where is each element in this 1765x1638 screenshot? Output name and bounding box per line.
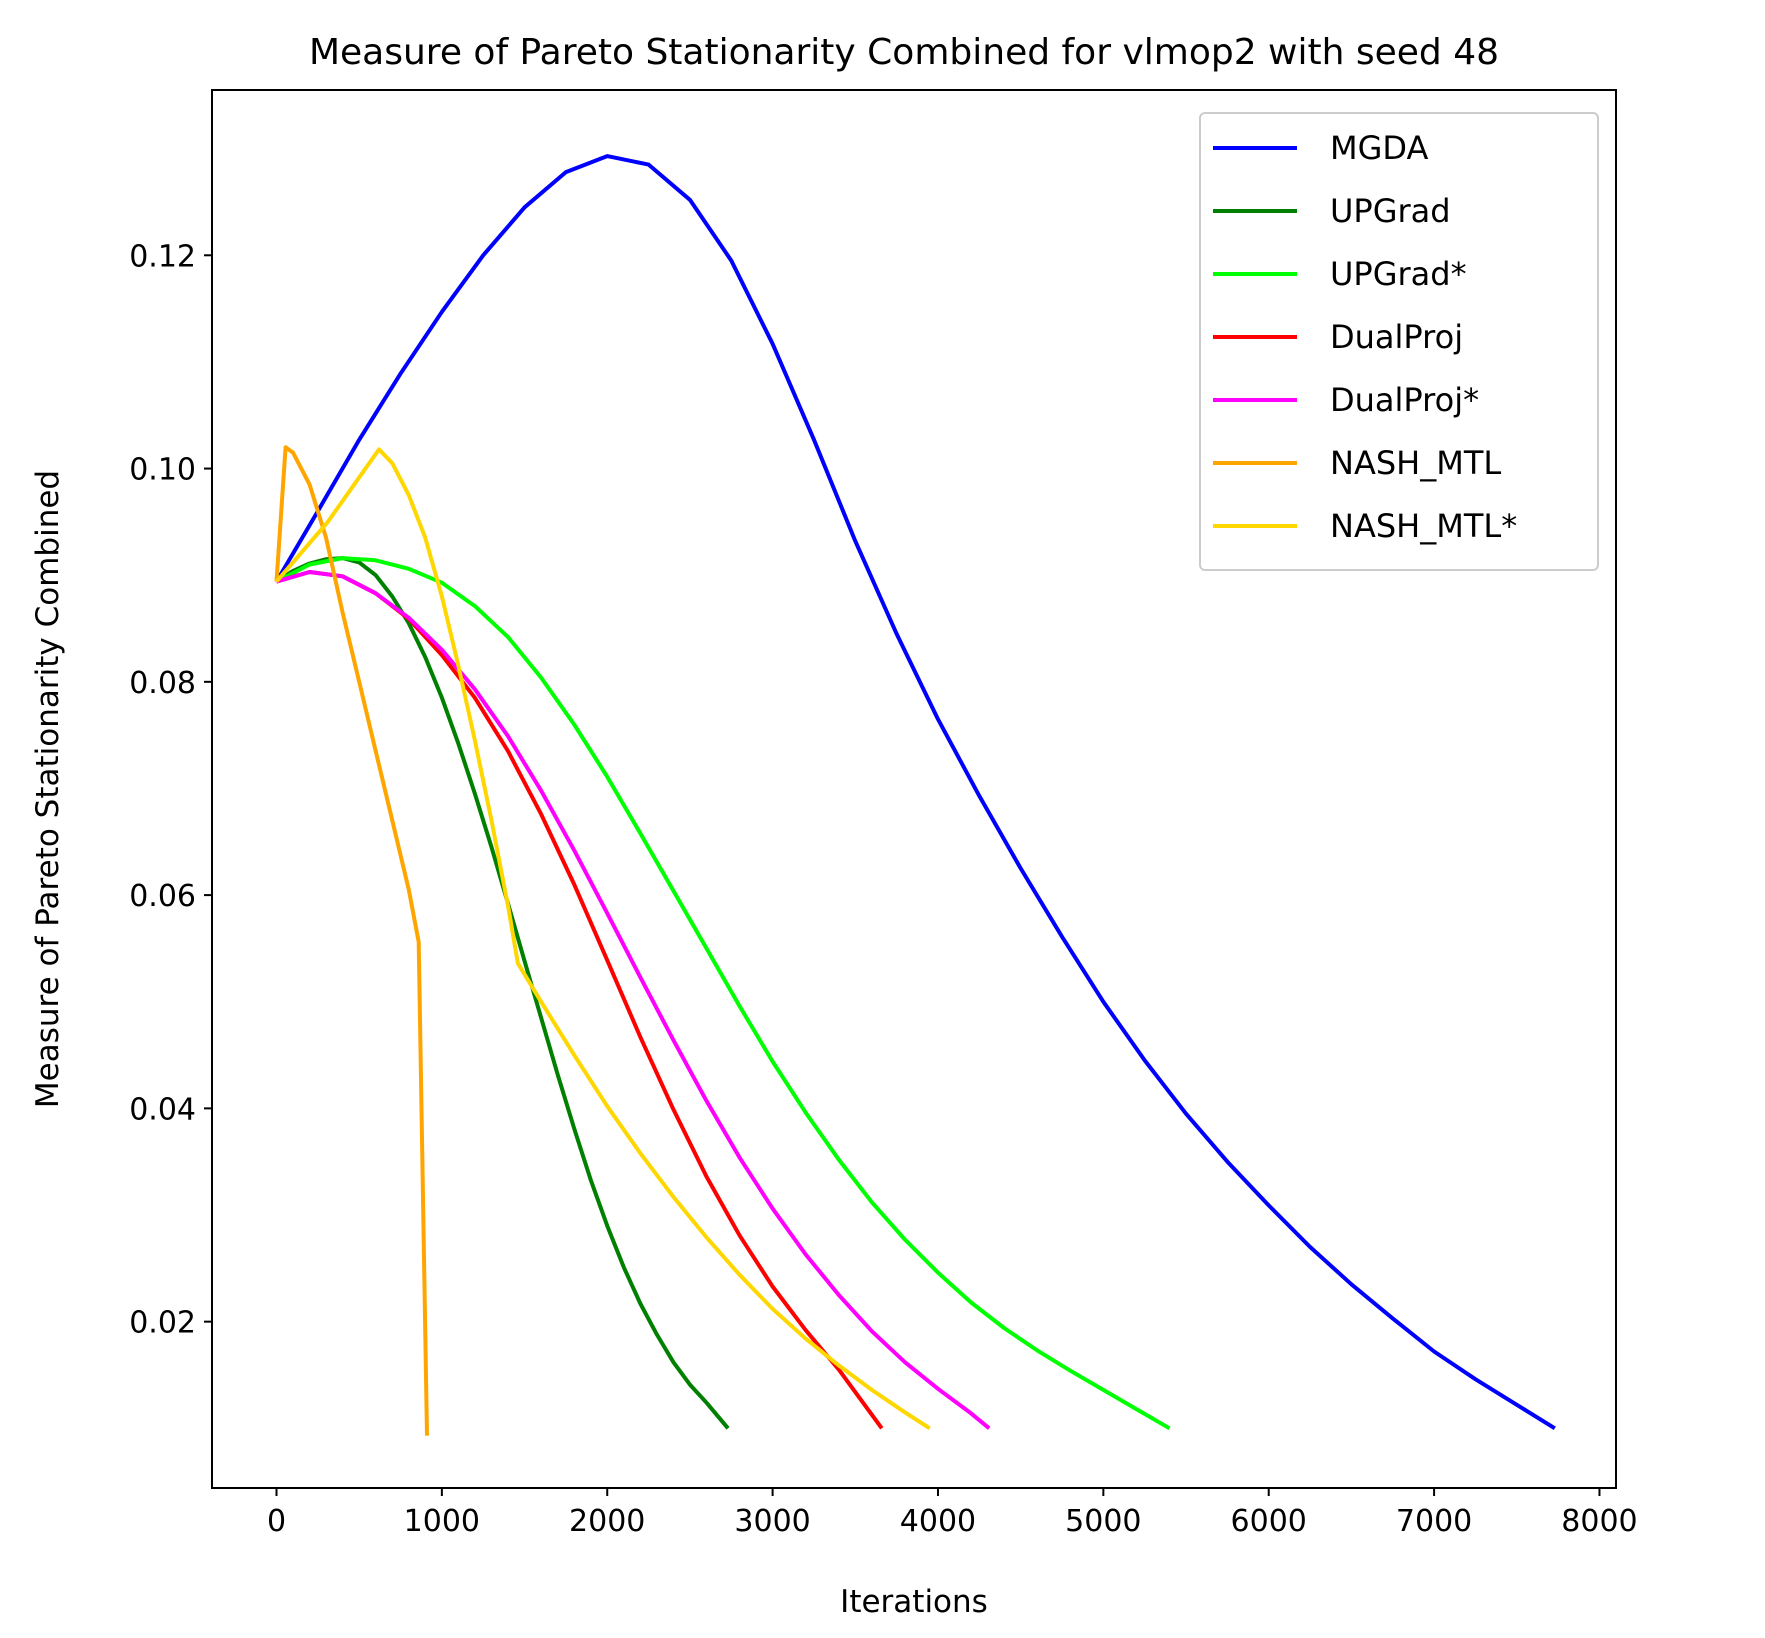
series-layer xyxy=(274,154,1556,1436)
legend-label: DualProj* xyxy=(1330,381,1479,419)
x-tick-label: 7000 xyxy=(1396,1504,1472,1539)
y-axis-ticks: 0.02 0.04 0.06 0.08 0.10 0.12 xyxy=(129,239,212,1341)
x-axis-label: Iterations xyxy=(840,1584,988,1620)
series-line-nash-mtl- xyxy=(274,447,931,1430)
y-tick-label: 0.06 xyxy=(129,879,196,914)
series-line-mgda xyxy=(274,154,1556,1431)
x-tick-label: 5000 xyxy=(1065,1504,1141,1539)
legend-label: DualProj xyxy=(1330,318,1463,356)
legend-label: UPGrad xyxy=(1330,192,1451,230)
legend-label: MGDA xyxy=(1330,129,1428,167)
x-tick-label: 1000 xyxy=(404,1504,480,1539)
series-line-upgrad- xyxy=(275,556,1171,1431)
plot-area-frame xyxy=(211,89,1617,1489)
legend-box xyxy=(1199,112,1599,571)
y-axis-label: Measure of Pareto Stationarity Combined xyxy=(30,470,66,1108)
y-tick-label: 0.02 xyxy=(129,1306,196,1341)
series-line-nash-mtl xyxy=(274,445,429,1436)
legend: MGDA UPGrad UPGrad* DualProj DualProj* NASH_M… xyxy=(1199,112,1599,571)
y-tick-label: 0.12 xyxy=(129,239,196,274)
y-tick-label: 0.08 xyxy=(129,666,196,701)
legend-label: NASH_MTL* xyxy=(1330,507,1517,545)
x-tick-label: 8000 xyxy=(1561,1504,1637,1539)
x-tick-label: 2000 xyxy=(569,1504,645,1539)
x-axis-ticks: 0 1000 2000 3000 4000 5000 6000 7000 8000 xyxy=(267,1488,1638,1539)
legend-label: NASH_MTL xyxy=(1330,444,1501,482)
x-tick-label: 0 xyxy=(267,1504,286,1539)
legend-label: UPGrad* xyxy=(1330,255,1467,293)
x-tick-label: 3000 xyxy=(734,1504,810,1539)
series-line-dualproj- xyxy=(275,570,991,1430)
chart-title: Measure of Pareto Stationarity Combined … xyxy=(309,32,1499,73)
x-tick-label: 6000 xyxy=(1231,1504,1307,1539)
y-tick-label: 0.04 xyxy=(129,1092,196,1127)
x-tick-label: 4000 xyxy=(900,1504,976,1539)
y-tick-label: 0.10 xyxy=(129,453,196,488)
